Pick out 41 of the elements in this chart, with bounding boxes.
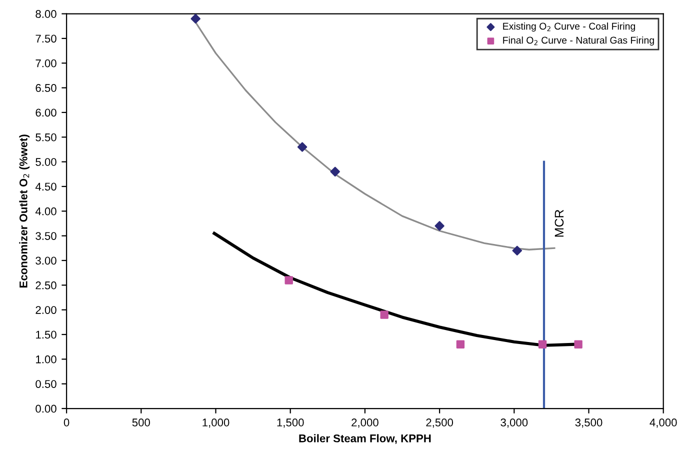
point: [456, 340, 465, 348]
legend-label: Existing O$_{2}$ Curve - Coal Firing: [503, 22, 636, 32]
y-tick-label: 5.50: [36, 133, 56, 142]
x-tick-label: 4,000: [650, 418, 677, 428]
y-tick-label: 7.00: [36, 59, 56, 68]
x-tick-label: 3,500: [575, 418, 602, 428]
legend-label: Final O$_{2}$ Curve - Natural Gas Firing: [503, 36, 654, 46]
x-axis-title: Boiler Steam Flow, KPPH: [299, 434, 431, 444]
y-tick-label: 2.00: [36, 306, 56, 314]
y-tick-label: 0.50: [36, 380, 56, 388]
point: [284, 276, 293, 284]
y-tick-label: 6.00: [36, 108, 56, 117]
y-tick-label: 3.50: [36, 232, 56, 240]
point: [512, 246, 522, 256]
point: [380, 310, 388, 319]
point: [297, 142, 308, 152]
y-tick-label: 4.00: [35, 207, 56, 216]
y-tick-label: 4.50: [35, 182, 56, 191]
y-tick-label: 5.00: [36, 158, 56, 166]
x-tick-label: 1,500: [277, 418, 304, 428]
point: [434, 221, 444, 231]
point: [190, 14, 200, 24]
text: MCR: [554, 210, 564, 237]
x-tick-label: 3,000: [500, 418, 528, 428]
y-tick-label: 8.00: [36, 10, 56, 18]
x-tick-label: 2,000: [352, 418, 378, 428]
y-tick-label: 2.50: [36, 281, 56, 290]
x-tick-label: 1,000: [202, 418, 230, 428]
y-axis-title: Economizer Outlet O$_{2}$ (%wet): [19, 134, 30, 288]
x-tick-label: 500: [132, 418, 150, 426]
point: [330, 166, 340, 177]
y-tick-label: 1.50: [36, 330, 56, 339]
y-tick-label: 1.00: [36, 355, 56, 364]
y-tick-label: 0.00: [36, 404, 56, 413]
y-tick-label: 6.50: [36, 84, 56, 92]
x-tick-label: 2,500: [426, 418, 454, 428]
point: [538, 340, 547, 348]
y-tick-label: 3.00: [36, 256, 56, 265]
y-tick-label: 7.50: [36, 34, 56, 43]
x-tick-label: 0: [64, 418, 70, 426]
point: [574, 340, 582, 348]
